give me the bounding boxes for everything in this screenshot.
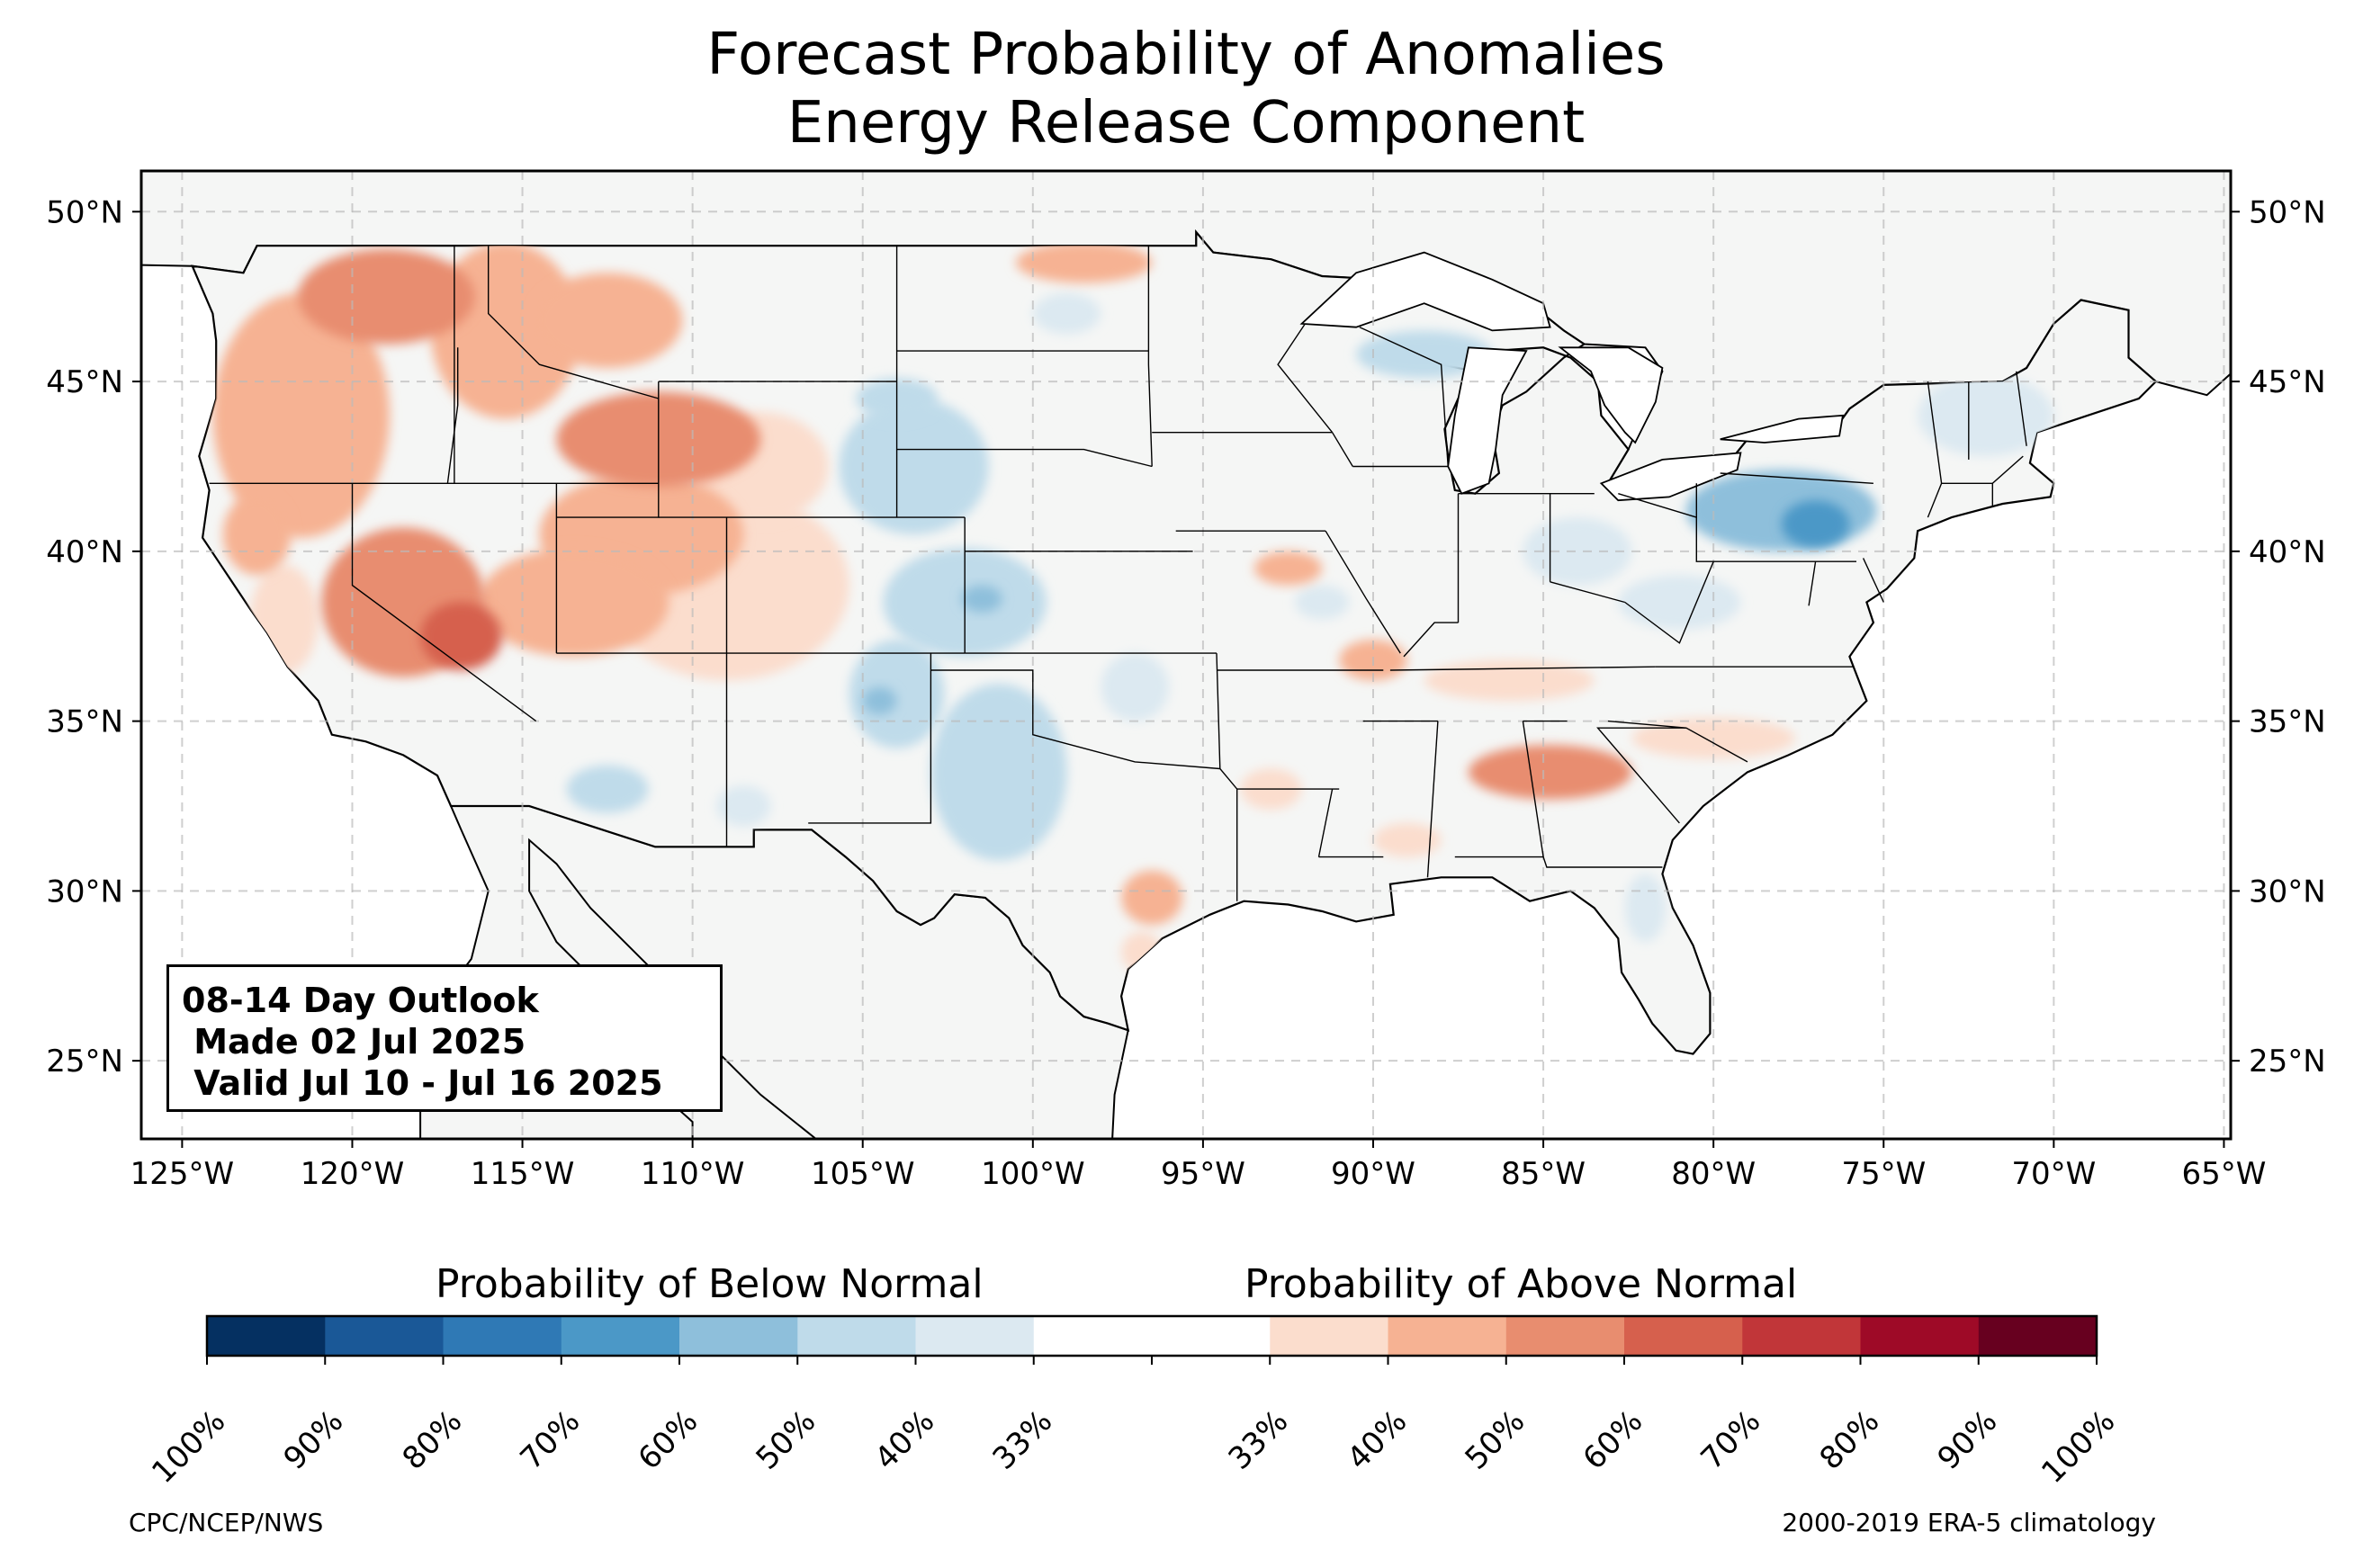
lon-tick-label: 70°W [2011,1156,2096,1192]
below-normal-region [961,585,1002,613]
below-normal-region [716,785,771,827]
colorbar-swatch [1270,1316,1389,1356]
above-normal-region [532,273,683,368]
colorbar-swatch [1033,1316,1153,1356]
lat-tick-label-right: 45°N [2249,364,2326,400]
lon-tick-label: 90°W [1331,1156,1415,1192]
below-normal-region [1918,374,2054,457]
lon-tick-label: 110°W [641,1156,745,1192]
above-normal-region [420,602,502,670]
above-normal-region [1253,551,1323,586]
lat-tick-label-left: 25°N [46,1044,123,1080]
lat-tick-label-left: 35°N [46,704,123,740]
colorbar-swatch [915,1316,1035,1356]
lat-tick-label-right: 40°N [2249,534,2326,570]
lat-tick-label-left: 30°N [46,874,123,909]
map-frame [139,169,2233,1141]
map-title-line2: Energy Release Component [786,90,1586,157]
above-normal-region [222,493,292,576]
lat-tick-label-right: 35°N [2249,704,2326,740]
credit-left: CPC/NCEP/NWS [129,1508,324,1537]
lon-tick-label: 80°W [1671,1156,1756,1192]
above-normal-region [1424,659,1595,701]
credit-right: 2000-2019 ERA-5 climatology [1782,1508,2156,1537]
lon-tick-label: 105°W [811,1156,915,1192]
below-normal-region [839,399,989,534]
outlook-info-box: 08-14 Day Outlook Made 02 Jul 2025 Valid… [166,964,723,1112]
colorbar-swatch [1388,1316,1507,1356]
colorbar-swatch [561,1316,680,1356]
below-normal-region [566,765,649,813]
above-normal-region [1015,242,1153,283]
lon-tick-label: 125°W [130,1156,235,1192]
lat-tick-label-right: 50°N [2249,194,2326,230]
above-normal-region [298,248,475,345]
lake-michigan [1447,346,1528,495]
below-normal-region [1295,585,1350,620]
colorbar-swatch [1624,1316,1743,1356]
colorbar-swatch [679,1316,798,1356]
lon-tick-label: 115°W [471,1156,575,1192]
colorbar-swatch [1152,1316,1271,1356]
lake-ontario [1720,414,1844,444]
above-normal-region [1373,822,1442,857]
colorbar-swatch [325,1316,445,1356]
colorbar-swatch [207,1316,326,1356]
state-borders [209,246,2027,901]
outlook-valid-dates: Valid Jul 10 - Jul 16 2025 [182,1063,663,1103]
below-normal-region [1781,500,1850,548]
above-normal-region [1121,870,1183,926]
lat-tick-label-left: 50°N [46,194,123,230]
lon-tick-label: 85°W [1501,1156,1586,1192]
colorbar-swatch [1978,1316,2098,1356]
lake-superior [1299,251,1551,332]
map-title-line1: Forecast Probability of Anomalies [706,22,1666,88]
lon-tick-label: 95°W [1161,1156,1245,1192]
above-normal-region [478,548,669,657]
above-normal-region [1468,745,1632,800]
lat-tick-label-left: 40°N [46,534,123,570]
colorbar-label-above: Probability of Above Normal [1244,1261,1798,1307]
lat-tick-label-right: 30°N [2249,874,2326,909]
colorbar-swatch [797,1316,917,1356]
lon-tick-label: 120°W [301,1156,405,1192]
lon-tick-label: 75°W [1841,1156,1926,1192]
below-normal-region [1032,292,1101,335]
below-normal-region [930,684,1067,861]
lake-huron [1558,346,1664,444]
lake-erie [1599,452,1742,502]
great-lakes [1299,251,1844,502]
colorbar-swatch [1742,1316,1862,1356]
lon-tick-label: 65°W [2181,1156,2266,1192]
below-normal-region [1624,874,1667,943]
below-normal-region [1101,653,1170,721]
lat-tick-label-left: 45°N [46,364,123,400]
colorbar-swatch [1505,1316,1625,1356]
lon-tick-label: 100°W [981,1156,1085,1192]
below-normal-region [1356,330,1493,379]
outlook-made-date: Made 02 Jul 2025 [182,1022,526,1062]
lat-tick-label-right: 25°N [2249,1044,2326,1080]
colorbar-label-below: Probability of Below Normal [436,1261,984,1307]
above-normal-region [212,292,390,538]
colorbar-swatch [443,1316,562,1356]
below-normal-region [1618,575,1741,630]
colorbar [205,1314,2098,1365]
below-normal-region [862,686,897,715]
colorbar-swatch [1860,1316,1980,1356]
axis-ticks: 125°W 120°W 115°W 110°W 105°W 100°W 95°W 90°W 85… [46,194,2325,1192]
outlook-period: 08-14 Day Outlook [182,981,539,1020]
